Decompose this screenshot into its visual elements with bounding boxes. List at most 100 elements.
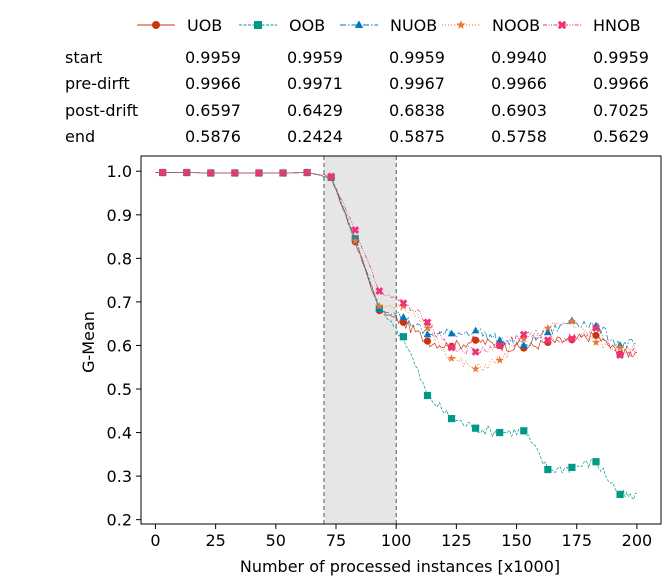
legend-entry-noob: NOOB	[442, 16, 540, 35]
legend-marker-nuob	[354, 20, 364, 28]
data-point-hnob	[423, 318, 432, 327]
y-tick-label: 0.2	[107, 511, 132, 530]
x-axis-label: Number of processed instances [x1000]	[240, 557, 560, 576]
data-point-hnob	[182, 168, 191, 177]
table-cell: 0.5758	[491, 127, 547, 146]
data-point-uob	[472, 336, 480, 344]
data-point-noob	[423, 323, 432, 332]
table-header-nuob: NUOB	[390, 16, 437, 35]
table-cell: 0.6838	[389, 101, 445, 120]
table-header-uob: UOB	[187, 16, 222, 35]
table-cell: 0.5629	[593, 127, 649, 146]
data-point-nuob	[423, 330, 432, 338]
data-point-oob	[447, 415, 456, 423]
table-cell: 0.6903	[491, 101, 547, 120]
data-point-hnob	[519, 330, 528, 339]
y-tick-label: 0.7	[107, 293, 132, 312]
drift-region	[323, 156, 397, 524]
legend-entry-hnob: HNOB	[543, 16, 641, 35]
data-point-hnob	[592, 324, 600, 332]
table-row-label: start	[65, 48, 102, 67]
table-header-oob: OOB	[289, 16, 325, 35]
data-point-noob	[543, 323, 552, 332]
x-tick-label: 100	[381, 531, 412, 550]
data-point-oob	[568, 463, 576, 471]
data-point-noob	[615, 343, 625, 352]
legend-marker-uob	[152, 21, 160, 29]
table-cell: 0.7025	[593, 101, 649, 120]
y-tick-label: 0.4	[107, 424, 132, 443]
data-point-hnob	[447, 343, 456, 352]
data-point-uob	[592, 331, 600, 340]
legend-entry-uob: UOB	[137, 16, 222, 35]
table-cell: 0.9959	[185, 48, 241, 67]
x-tick-label: 25	[205, 531, 225, 550]
y-tick-label: 0.6	[107, 336, 132, 355]
table-cell: 0.9959	[593, 48, 649, 67]
table-cell: 0.9940	[491, 48, 547, 67]
table-row-label: post-drift	[65, 101, 138, 120]
data-point-hnob	[495, 341, 504, 350]
x-tick-label: 0	[150, 531, 160, 550]
data-point-hnob	[230, 169, 239, 177]
data-point-hnob	[543, 336, 552, 345]
legend-entry-oob: OOB	[239, 16, 325, 35]
data-point-nuob	[544, 328, 552, 336]
data-point-oob	[399, 333, 408, 341]
table-cell: 0.9967	[389, 74, 445, 93]
data-point-hnob	[327, 172, 336, 181]
x-tick-label: 200	[622, 531, 653, 550]
x-tick-label: 50	[266, 531, 286, 550]
legend-marker-noob	[456, 20, 466, 29]
data-point-hnob	[255, 169, 263, 177]
legend-marker-hnob	[557, 20, 567, 30]
data-point-oob	[423, 391, 432, 400]
data-point-noob	[519, 334, 528, 343]
table-cell: 0.6429	[287, 101, 343, 120]
data-point-noob	[447, 354, 456, 362]
data-point-noob	[567, 317, 577, 325]
x-tick-label: 75	[326, 531, 346, 550]
data-point-hnob	[471, 348, 480, 356]
data-point-nuob	[471, 326, 480, 334]
series-line-hnob	[155, 172, 637, 358]
data-point-noob	[495, 355, 504, 364]
data-point-hnob	[279, 169, 287, 177]
table-cell: 0.9966	[491, 74, 547, 93]
table-cell: 0.9971	[287, 74, 343, 93]
data-point-hnob	[567, 334, 576, 343]
x-tick-label: 175	[561, 531, 592, 550]
y-tick-label: 0.5	[107, 380, 132, 399]
x-tick-label: 150	[501, 531, 532, 550]
data-point-oob	[520, 427, 528, 435]
data-point-nuob	[447, 329, 456, 337]
data-point-hnob	[351, 226, 360, 234]
y-tick-label: 0.9	[107, 206, 132, 225]
table-row-label: end	[65, 127, 95, 146]
y-axis-label: G-Mean	[79, 311, 98, 373]
table-cell: 0.6597	[185, 101, 241, 120]
plot-frame	[140, 155, 662, 525]
data-point-oob	[616, 490, 624, 498]
data-point-uob	[423, 337, 432, 345]
table-cell: 0.9966	[185, 74, 241, 93]
table-row-label: pre-dirft	[65, 74, 130, 93]
data-point-hnob	[616, 351, 625, 359]
legend-marker-oob	[254, 21, 262, 29]
data-point-hnob	[375, 287, 384, 295]
table-cell: 0.5876	[185, 127, 241, 146]
table-cell: 0.9959	[389, 48, 445, 67]
table-header-noob: NOOB	[492, 16, 540, 35]
x-tick-label: 125	[441, 531, 472, 550]
table-cell: 0.5875	[389, 127, 445, 146]
data-point-oob	[544, 465, 552, 474]
data-point-hnob	[399, 299, 408, 308]
data-point-nuob	[399, 312, 408, 320]
data-point-hnob	[206, 169, 215, 177]
series-hnob	[155, 168, 637, 359]
data-point-hnob	[303, 168, 312, 177]
table-cell: 0.9966	[593, 74, 649, 93]
data-point-noob	[399, 301, 408, 310]
plot-area: 0 25 50 75 100 125 150 175 200 0.2 0.3 0.4 0.5 0.6 0.7…	[107, 155, 662, 550]
